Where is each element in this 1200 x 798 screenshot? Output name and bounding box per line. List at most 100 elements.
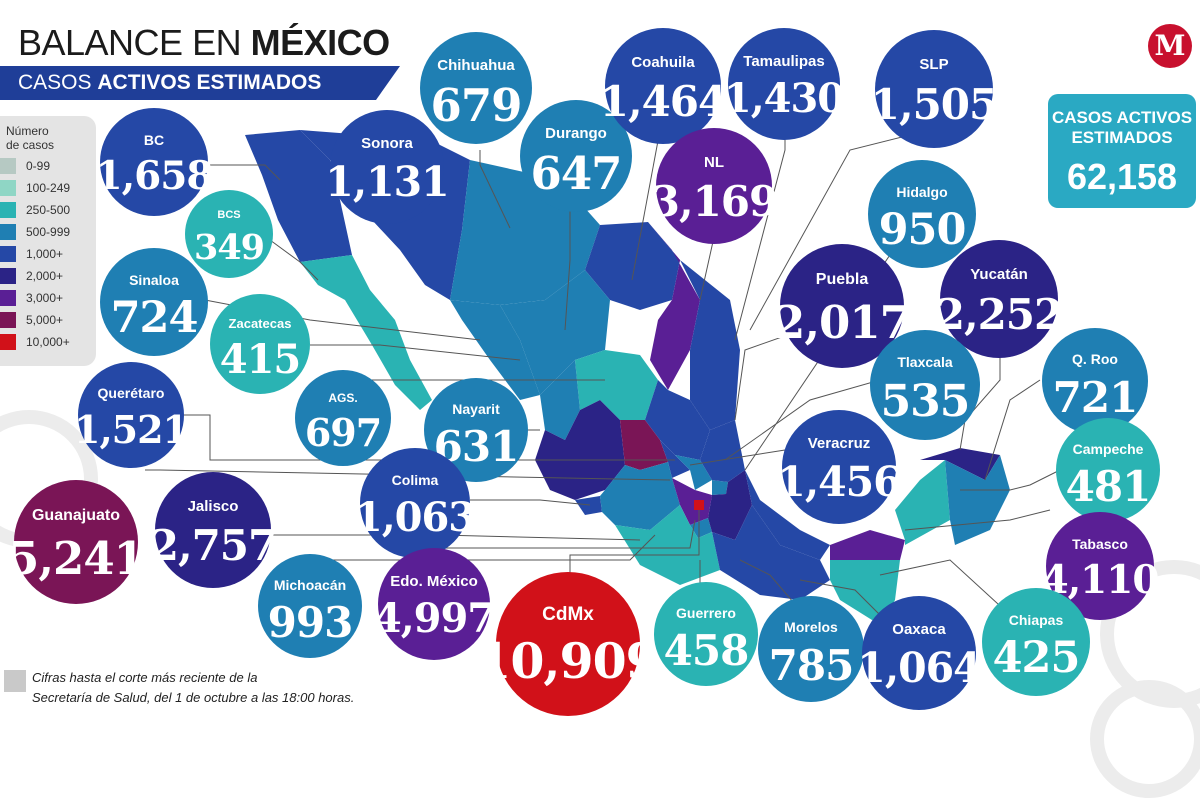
state-name: BC (143, 132, 165, 148)
legend-label: 0-99 (26, 159, 51, 173)
legend-label: 250-500 (26, 203, 71, 217)
state-name: Zacatecas (228, 316, 292, 331)
state-value: 993 (267, 598, 354, 647)
state-bubble-bc: BC 1,658 (95, 108, 214, 216)
state-bubble-slp: SLP 1,505 (871, 30, 998, 148)
legend: Número de casos 0-99 100-249 250-500 500-999… (0, 116, 96, 366)
state-edomex-shape (672, 478, 712, 525)
state-value: 1,456 (777, 458, 901, 506)
state-bubble-tlaxcala: Tlaxcala 535 (870, 330, 980, 440)
state-bubble-jalisco: Jalisco 2,757 (150, 472, 277, 588)
legend-swatch (0, 202, 16, 218)
state-bubble-hidalgo: Hidalgo 950 (868, 160, 976, 268)
footnote-marker (4, 670, 26, 692)
state-bubble-zacatecas: Zacatecas 415 (210, 294, 310, 394)
state-value: 415 (219, 336, 302, 383)
state-name: Guerrero (676, 605, 736, 621)
state-name: Sinaloa (129, 272, 179, 288)
state-campeche-shape (895, 460, 950, 545)
state-nl-shape (648, 222, 700, 390)
legend-item: 1,000+ (0, 244, 96, 264)
legend-swatch (0, 246, 16, 262)
state-name: Tlaxcala (897, 354, 953, 370)
state-bubble-colima: Colima 1,063 (355, 448, 476, 558)
state-name: Colima (391, 472, 439, 488)
state-name: Yucatán (970, 266, 1028, 283)
state-value: 697 (304, 410, 382, 455)
legend-item: 250-500 (0, 200, 96, 220)
state-bubble-morelos: Morelos 785 (758, 596, 864, 702)
legend-swatch (0, 334, 16, 350)
state-value: 425 (992, 633, 1081, 683)
state-value: 2,252 (935, 290, 1064, 339)
state-name: Durango (545, 125, 607, 142)
legend-item: 500-999 (0, 222, 96, 242)
state-value: 10,909 (477, 632, 660, 690)
state-value: 1,464 (599, 77, 728, 126)
state-name: Chiapas (1008, 612, 1064, 628)
state-bubble-guanajuato: Guanajuato 5,241 (8, 480, 145, 604)
state-bubble-campeche: Campeche 481 (1056, 418, 1160, 522)
state-name: Morelos (784, 619, 838, 635)
legend-label: 2,000+ (26, 269, 64, 283)
state-bubble-tamaulipas: Tamaulipas 1,430 (724, 28, 845, 140)
total-cases-box: CASOS ACTIVOS ESTIMADOS 62,158 (1048, 94, 1196, 208)
state-bubble-sinaloa: Sinaloa 724 (100, 248, 208, 356)
state-name: Michoacán (273, 577, 347, 593)
state-bubble-edo-m-xico: Edo. México 4,997 (374, 548, 495, 660)
state-value: 1,430 (723, 75, 845, 122)
state-queretaro-shape (660, 440, 690, 478)
total-cases-label: CASOS ACTIVOS ESTIMADOS (1051, 108, 1193, 147)
state-value: 950 (878, 205, 967, 255)
footnote-text: Cifras hasta el corte más reciente de la… (32, 670, 355, 705)
state-yucatan-shape (920, 448, 1000, 480)
state-name: Nayarit (452, 401, 500, 417)
state-bcs-shape (300, 255, 432, 410)
state-name: Tabasco (1072, 536, 1128, 552)
state-colima-shape (575, 496, 602, 515)
state-bubble-guerrero: Guerrero 458 (654, 582, 758, 686)
state-guerrero-shape (615, 505, 720, 585)
state-value: 349 (193, 227, 265, 268)
state-bubble-chihuahua: Chihuahua 679 (420, 32, 532, 144)
state-hidalgo-shape (675, 455, 712, 490)
state-value: 721 (1052, 373, 1139, 422)
state-value: 1,658 (95, 153, 213, 199)
state-bubble-ags: AGS. 697 (295, 370, 391, 466)
legend-swatch (0, 268, 16, 284)
state-qroo-shape (945, 455, 1010, 545)
state-bubble-oaxaca: Oaxaca 1,064 (857, 596, 982, 710)
state-name: BCS (217, 209, 241, 221)
state-slp-shape (645, 380, 710, 460)
state-bubble-bcs: BCS 349 (185, 190, 273, 278)
state-name: Q. Roo (1072, 351, 1118, 367)
state-value: 679 (430, 79, 523, 132)
state-bc-shape (245, 130, 352, 262)
legend-swatch (0, 290, 16, 306)
state-puebla-shape (708, 470, 752, 540)
state-value: 647 (530, 147, 623, 200)
state-bubble-coahuila: Coahuila 1,464 (600, 28, 727, 144)
state-name: Tamaulipas (743, 53, 825, 70)
state-bubble-quer-taro: Querétaro 1,521 (74, 362, 189, 468)
state-value: 724 (110, 293, 199, 343)
legend-item: 3,000+ (0, 288, 96, 308)
state-bubble-michoac-n: Michoacán 993 (258, 554, 362, 658)
state-name: Coahuila (631, 54, 695, 71)
state-value: 1,505 (870, 80, 999, 129)
state-name: AGS. (328, 391, 358, 405)
state-morelos-shape (690, 518, 712, 538)
state-name: SLP (919, 56, 949, 73)
state-bubble-yucat-n: Yucatán 2,252 (936, 240, 1063, 358)
state-value: 2,757 (149, 521, 278, 570)
state-value: 481 (1065, 462, 1152, 511)
legend-label: 10,000+ (26, 335, 70, 349)
state-bubble-sonora: Sonora 1,131 (325, 110, 450, 224)
state-name: Jalisco (187, 498, 239, 515)
state-name: Guanajuato (31, 507, 120, 524)
state-value: 785 (768, 641, 855, 690)
state-name: Puebla (815, 271, 869, 288)
state-value: 4,997 (373, 595, 495, 642)
state-name: NL (704, 154, 724, 171)
legend-label: 100-249 (26, 181, 71, 195)
